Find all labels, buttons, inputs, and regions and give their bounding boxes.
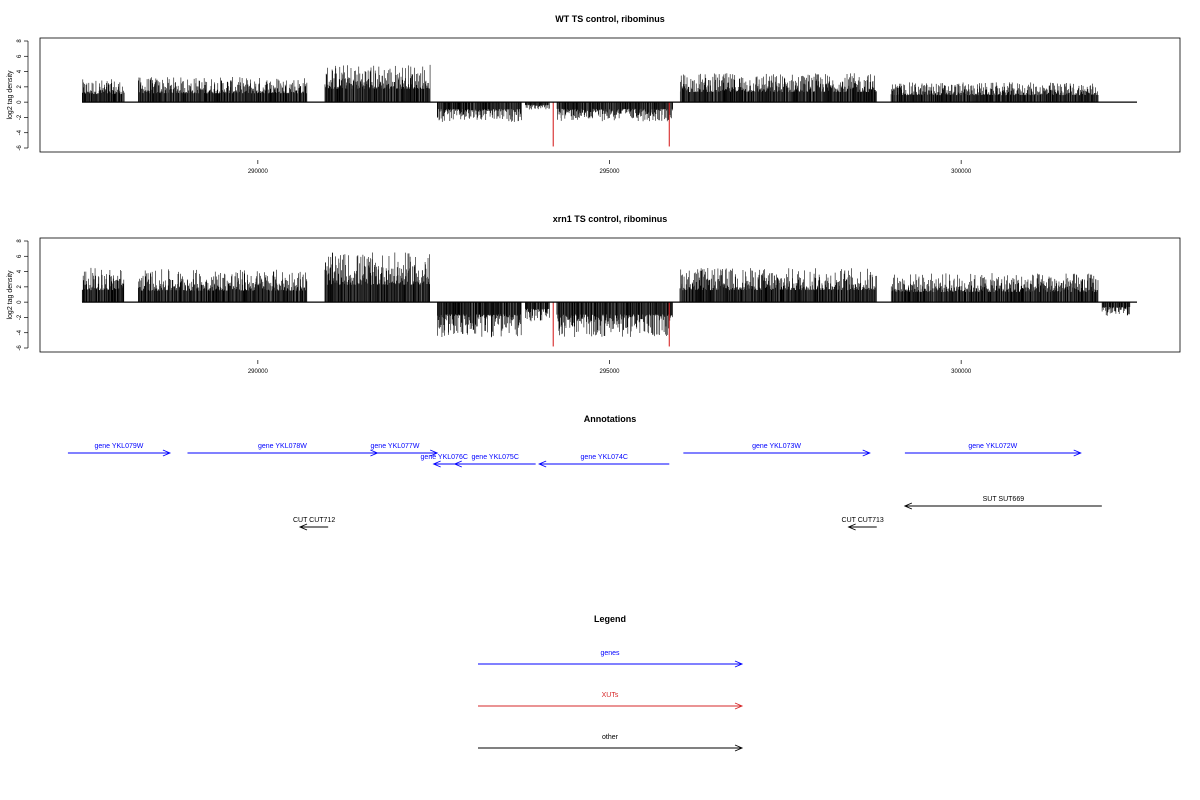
x-tick-label: 295000 xyxy=(599,169,620,175)
y-tick-label: 8 xyxy=(17,239,23,243)
feature-label: gene YKL079W xyxy=(94,443,143,450)
panel-xrn1-ylabel: log2 tag density xyxy=(7,270,14,320)
y-tick-label: -6 xyxy=(17,145,23,151)
panel-xrn1: xrn1 TS control, ribominus -6 -4 -2 0 2 4 6 8 2… xyxy=(7,214,1181,375)
y-tick-label: -4 xyxy=(17,329,23,335)
panel-xrn1-bars xyxy=(81,252,1137,347)
x-tick-label: 290000 xyxy=(248,369,269,375)
feature-arrow-head xyxy=(903,502,913,510)
feature-arrow-head xyxy=(453,460,462,468)
feature-arrow-head xyxy=(847,523,856,531)
panel-xrn1-x-axis: 290000 295000 300000 xyxy=(248,360,972,375)
feature-label: gene YKL074C xyxy=(581,454,628,461)
annotations-panel: Annotations gene YKL079W gene YKL078W gene… xyxy=(67,414,1102,531)
legend-label: genes xyxy=(600,650,620,657)
panel-wt-x-axis: 290000 295000 300000 xyxy=(248,160,972,175)
annotations-title: Annotations xyxy=(584,414,637,424)
feature-label: CUT CUT713 xyxy=(842,517,884,524)
legend-arrow-head xyxy=(734,744,744,752)
feature-arrow-head xyxy=(162,449,172,457)
y-tick-label: -2 xyxy=(17,114,23,120)
panel-wt-frame xyxy=(39,37,1181,153)
feature-label: CUT CUT712 xyxy=(293,517,335,524)
y-tick-label: 2 xyxy=(17,285,23,289)
y-tick-label: -2 xyxy=(17,314,23,320)
y-tick-label: 6 xyxy=(17,254,23,258)
legend-items: genes XUTs other xyxy=(478,650,744,752)
panel-wt-title: WT TS control, ribominus xyxy=(555,14,665,24)
panel-wt: WT TS control, ribominus -6 -4 -2 0 2 4 6 8 290… xyxy=(7,14,1181,175)
feature-label: SUT SUT669 xyxy=(983,496,1025,503)
x-tick-label: 290000 xyxy=(248,169,269,175)
feature-arrow-head xyxy=(862,449,871,457)
panel-xrn1-y-axis: -6 -4 -2 0 2 4 6 8 xyxy=(17,239,29,351)
panel-wt-y-axis: -6 -4 -2 0 2 4 6 8 xyxy=(17,39,29,151)
y-tick-label: -4 xyxy=(17,129,23,135)
y-tick-label: -6 xyxy=(17,345,23,351)
feature-label: gene YKL075C xyxy=(472,454,519,461)
feature-label: gene YKL077W xyxy=(371,443,420,450)
x-tick-label: 295000 xyxy=(599,369,620,375)
feature-label: gene YKL076C xyxy=(421,454,468,461)
feature-arrow-head xyxy=(1073,449,1082,457)
y-tick-label: 8 xyxy=(17,39,23,43)
y-tick-label: 2 xyxy=(17,85,23,89)
feature-arrow-head xyxy=(432,460,441,468)
feature-label: gene YKL073W xyxy=(752,443,801,450)
feature-label: gene YKL078W xyxy=(258,443,307,450)
legend-arrow-head xyxy=(734,660,744,668)
panel-xrn1-title: xrn1 TS control, ribominus xyxy=(553,214,668,224)
y-tick-label: 0 xyxy=(17,100,23,104)
feature-arrow-head xyxy=(538,460,547,468)
y-tick-label: 0 xyxy=(17,300,23,304)
legend-panel: Legend genes XUTs other xyxy=(478,614,744,752)
feature-arrow-head xyxy=(298,523,308,531)
x-tick-label: 300000 xyxy=(951,169,972,175)
feature-label: gene YKL072W xyxy=(968,443,1017,450)
legend-label: XUTs xyxy=(602,692,619,699)
panel-xrn1-frame xyxy=(39,237,1181,353)
panel-wt-ylabel: log2 tag density xyxy=(7,70,14,120)
x-tick-label: 300000 xyxy=(951,369,972,375)
annotation-features: gene YKL079W gene YKL078W gene YKL077Wgene… xyxy=(67,443,1102,531)
legend-title: Legend xyxy=(594,614,626,624)
legend-arrow-head xyxy=(734,702,744,710)
y-tick-label: 6 xyxy=(17,54,23,58)
legend-label: other xyxy=(602,734,619,741)
panel-wt-bars xyxy=(82,64,1137,147)
feature-arrow-head xyxy=(430,449,439,457)
y-tick-label: 4 xyxy=(17,69,23,73)
y-tick-label: 4 xyxy=(17,269,23,273)
